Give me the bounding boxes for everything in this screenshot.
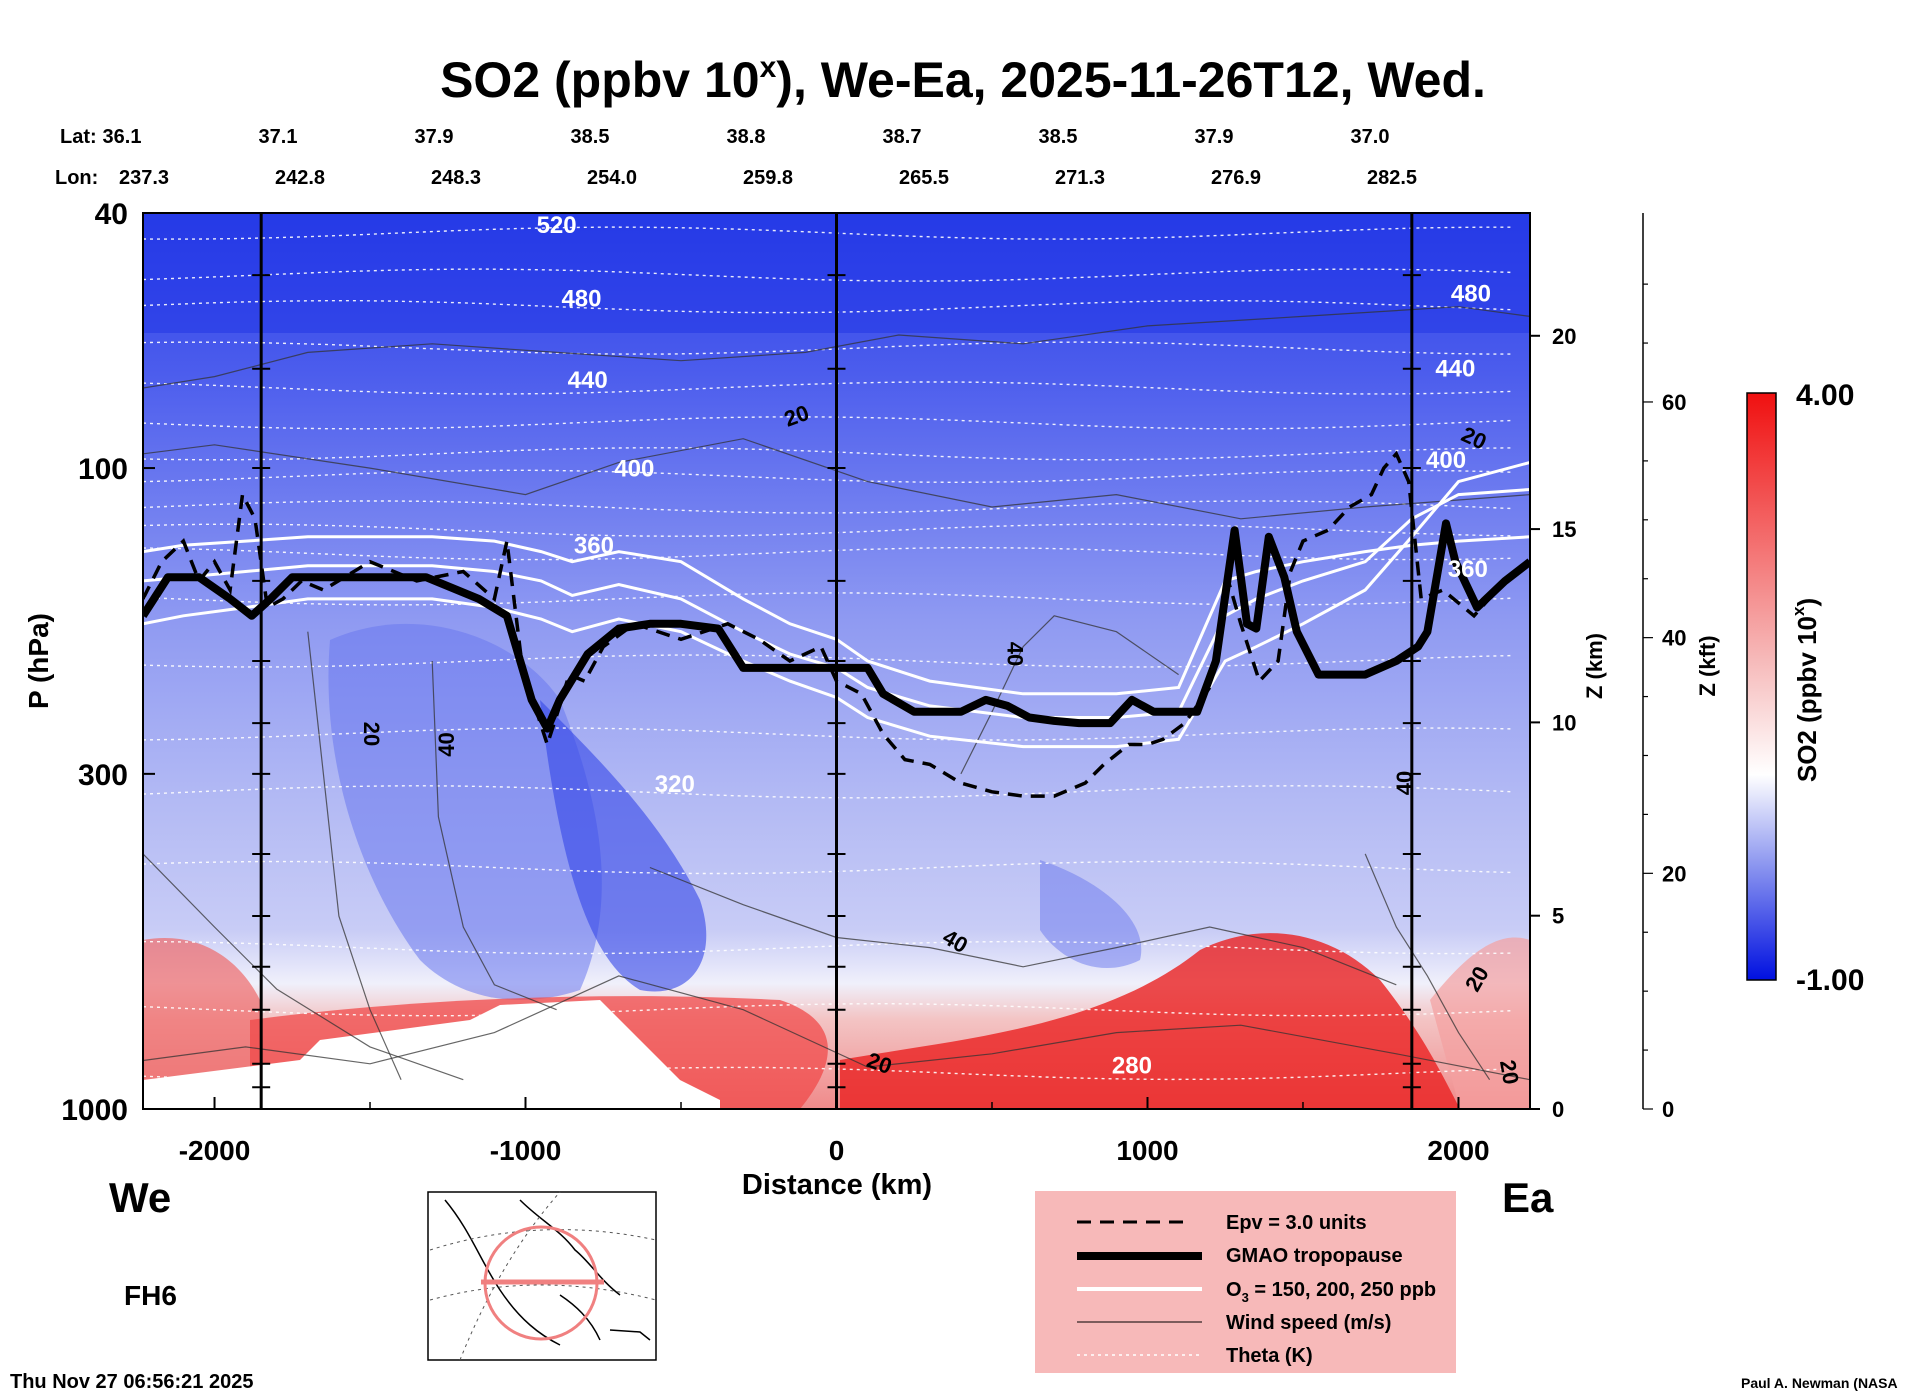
timestamp: Thu Nov 27 06:56:21 2025 [10,1371,253,1393]
lon-value: 242.8 [275,167,325,189]
lat-value: 37.1 [259,126,298,148]
lat-label: Lat: [60,126,97,148]
y-axis-label: P (hPa) [23,613,54,709]
legend-entry-tropopause: GMAO tropopause [1226,1245,1403,1267]
z-kft-tick-label: 40 [1662,626,1686,651]
legend-entry-ozone: O3 = 150, 200, 250 ppb [1226,1279,1436,1305]
chart-title: SO2 (ppbv 10x), We-Ea, 2025-11-26T12, We… [440,51,1486,108]
colorbar-title: SO2 (ppbv 10x) [1789,598,1822,782]
wind-contour-label: 40 [1392,771,1417,795]
lon-value: 237.3 [119,167,169,189]
y-tick-label: 100 [78,453,128,486]
y-tick-label: 1000 [61,1094,128,1127]
theta-contour-label: 480 [561,286,601,313]
x-axis-label: Distance (km) [742,1169,932,1201]
legend-entry-theta: Theta (K) [1226,1345,1313,1367]
theta-contour-label: 520 [537,212,577,239]
theta-contour-label: 320 [655,771,695,798]
lat-value: 38.5 [1039,126,1078,148]
z-km-tick-label: 0 [1552,1097,1564,1122]
z-kft-tick-label: 60 [1662,390,1686,415]
wind-speed-contour-line [1364,853,1491,1081]
wind-speed-contour-line [960,615,1179,775]
lat-value: 37.9 [1195,126,1234,148]
lat-value: 38.7 [883,126,922,148]
x-tick-label: 1000 [1116,1135,1178,1166]
lon-value: 282.5 [1367,167,1417,189]
colorbar-max-label: 4.00 [1796,379,1854,412]
lon-value: 265.5 [899,167,949,189]
z-km-tick-label: 15 [1552,517,1576,542]
theta-contour-label: 400 [614,455,654,482]
wind-speed-contour-line [143,853,464,1081]
wind-contour-label: 40 [1003,642,1028,666]
forecast-hour: FH6 [124,1280,177,1311]
lon-label: Lon: [55,167,98,189]
z-km-axis-label: Z (km) [1582,633,1607,699]
z-kft-axis-label: Z (kft) [1695,635,1720,696]
plot-area: 5204804404003603202804804404003602020402… [143,212,1530,1109]
lat-value: 37.0 [1351,126,1390,148]
wind-contour-label: 20 [359,722,384,746]
legend-entry-wind: Wind speed (m/s) [1226,1312,1391,1334]
wind-contour-label: 20 [1495,1058,1524,1086]
lat-value: 38.5 [571,126,610,148]
credit: Paul A. Newman (NASA [1741,1375,1898,1391]
x-tick-label: 0 [829,1135,845,1166]
y-tick-label: 40 [95,198,128,231]
theta-contour-label: 480 [1451,281,1491,308]
lon-value: 259.8 [743,167,793,189]
wind-speed-contours [143,306,1530,1081]
x-tick-label: -1000 [490,1135,562,1166]
wind-speed-contour-line [649,866,1397,986]
theta-contour-label: 280 [1112,1052,1152,1079]
theta-contour-label: 400 [1426,447,1466,474]
lon-value: 271.3 [1055,167,1105,189]
theta-contour-label: 440 [1435,356,1475,383]
z-km-tick-label: 10 [1552,710,1576,735]
z-kft-tick-label: 0 [1662,1097,1674,1122]
lon-value: 248.3 [431,167,481,189]
wind-contour-label: 40 [434,732,459,756]
wind-speed-contour-line [431,660,557,1011]
lon-value: 254.0 [587,167,637,189]
lat-lon-row: 36.1 237.3 37.1 242.8 37.9 248.3 38.5 254.0 38.8… [103,126,1418,189]
legend-entry-epv: Epv = 3.0 units [1226,1212,1367,1234]
theta-contour-label: 440 [568,367,608,394]
legend: Epv = 3.0 units GMAO tropopause O3 = 150… [1035,1191,1456,1373]
section-vertical-markers [252,213,1421,1109]
lat-value: 36.1 [103,126,142,148]
theta-contour-label: 360 [574,533,614,560]
y-tick-label: 300 [78,759,128,792]
colorbar-min-label: -1.00 [1796,964,1864,997]
east-label: Ea [1502,1174,1554,1221]
epv-line [143,450,1530,798]
tropopause-epv-ozone-lines [143,450,1530,798]
tropopause-line [143,519,1530,733]
wind-speed-contour-line [143,306,1530,389]
z-kft-tick-label: 20 [1662,861,1686,886]
lon-value: 276.9 [1211,167,1261,189]
west-label: We [109,1174,171,1221]
lat-value: 38.8 [727,126,766,148]
axes: -2000 -1000 0 1000 2000 40 100 300 1000 0 5 10 15 20 0… [61,198,1686,1166]
wind-speed-contour-line [143,975,1530,1081]
wind-speed-contour-line [143,438,1530,520]
theta-contour-label: 360 [1448,556,1488,583]
x-tick-label: -2000 [179,1135,251,1166]
lat-value: 37.9 [415,126,454,148]
colorbar [1746,392,1777,981]
z-km-tick-label: 5 [1552,904,1564,929]
z-km-tick-label: 20 [1552,324,1576,349]
x-tick-label: 2000 [1427,1135,1489,1166]
wind-speed-contour-line [307,631,402,1080]
inset-map [427,1191,657,1361]
